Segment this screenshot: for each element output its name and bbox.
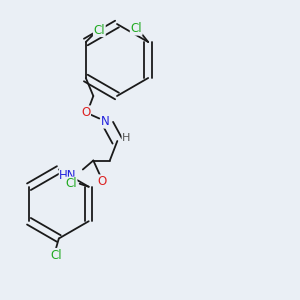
Text: Cl: Cl <box>65 177 76 190</box>
Text: O: O <box>98 175 107 188</box>
Text: HN: HN <box>59 169 77 182</box>
Text: O: O <box>81 106 90 119</box>
Text: Cl: Cl <box>94 23 105 37</box>
Text: H: H <box>122 133 130 143</box>
Text: N: N <box>101 115 110 128</box>
Text: Cl: Cl <box>50 248 61 262</box>
Text: Cl: Cl <box>130 22 142 35</box>
